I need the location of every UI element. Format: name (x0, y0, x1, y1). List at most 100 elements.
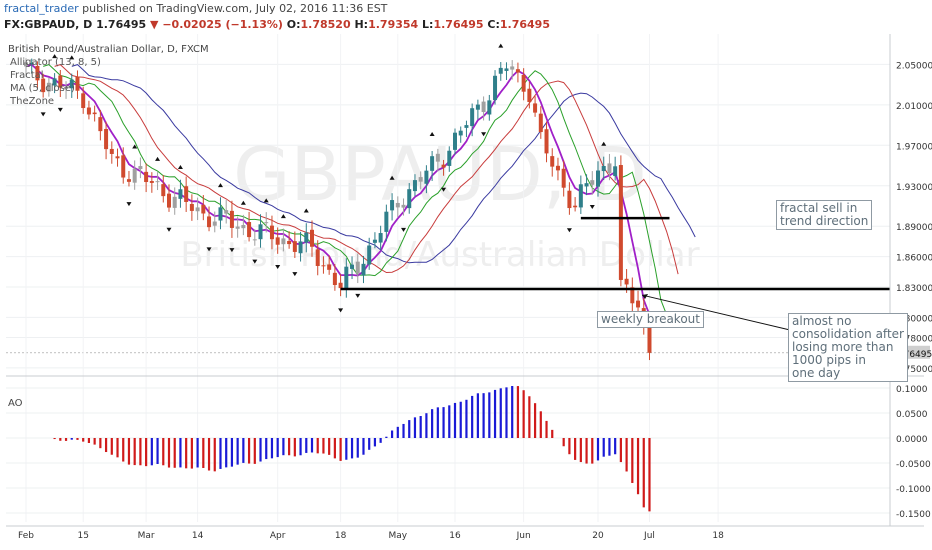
candle-body (304, 232, 309, 243)
price-tick-label: 1.86000 (896, 254, 932, 264)
fractal-up-marker (177, 165, 183, 170)
time-tick-label: Jul (643, 531, 655, 541)
candle-body (521, 75, 526, 92)
candle-body (355, 261, 360, 274)
candle-body (544, 129, 549, 154)
ma-line (25, 63, 651, 316)
fractal-down-marker (338, 308, 344, 313)
candle-body (601, 165, 606, 172)
candle-body (447, 150, 452, 166)
candle-body (315, 249, 320, 266)
candle-body (172, 196, 177, 208)
time-tick-label: 18 (712, 531, 724, 541)
ao-tick-label: -0.1000 (896, 485, 931, 495)
candle-body (298, 241, 303, 254)
quote-line: FX:GBPAUD, D 1.76495 ▼ −0.02025 (−1.13%)… (4, 18, 550, 31)
candle-body (98, 117, 103, 132)
price-tick-label: 1.75000 (896, 365, 932, 375)
indicator-ma[interactable]: MA (5, close) (10, 83, 75, 94)
candle-body (184, 186, 189, 202)
time-tick-label: Apr (270, 531, 286, 541)
candle-body (104, 128, 109, 150)
candle-body (561, 168, 566, 188)
indicator-thezone[interactable]: TheZone (10, 96, 55, 107)
annotation-consolidation: almost no consolidation after losing mor… (788, 313, 908, 382)
candle-body (344, 266, 349, 289)
candle-body (636, 300, 641, 308)
ao-tick-label: -0.0500 (896, 460, 931, 470)
candle-body (584, 183, 589, 187)
indicator-fractal[interactable]: Fractal (10, 70, 44, 81)
price-tick-label: 1.78000 (896, 335, 932, 345)
publish-line: fractal_trader published on TradingView.… (4, 2, 387, 15)
annotation-weekly-breakout: weekly breakout (597, 311, 704, 328)
time-tick-label: 15 (77, 531, 88, 541)
ao-tick-label: 0.0500 (896, 410, 928, 420)
candle-body (338, 282, 343, 289)
candle-body (378, 233, 383, 243)
alligator-teeth-line (54, 64, 679, 275)
candle-body (109, 148, 114, 154)
arrow-shaft (641, 294, 791, 331)
candles (24, 58, 652, 361)
candle-body (64, 86, 69, 89)
price-tick-label: 1.89000 (896, 223, 932, 233)
candle-body (453, 132, 457, 150)
candle-body (395, 202, 400, 208)
candle-body (69, 79, 74, 89)
candle-body (195, 207, 200, 212)
author-link[interactable]: fractal_trader (4, 2, 79, 15)
candle-body (390, 200, 395, 211)
fractal-up-marker (69, 55, 75, 60)
time-tick-label: Feb (18, 531, 34, 541)
ao-tick-label: 0.1000 (896, 385, 928, 395)
candle-body (384, 211, 389, 232)
candle-body (493, 75, 498, 101)
candle-body (201, 204, 206, 214)
candle-body (269, 225, 274, 240)
candle-body (81, 93, 86, 109)
candle-body (407, 189, 412, 209)
candle-body (24, 62, 28, 67)
candle-body (504, 68, 509, 71)
candle-body (555, 165, 560, 171)
candle-body (138, 166, 143, 170)
indicator-alligator[interactable]: Alligator (13, 8, 5) (10, 57, 101, 68)
symbol-label: FX:GBPAUD, D (4, 18, 93, 31)
time-tick-label: Mar (138, 531, 155, 541)
candle-body (550, 156, 555, 167)
candle-body (229, 210, 234, 228)
candle-body (264, 222, 269, 224)
candle-body (275, 237, 280, 245)
grid (6, 34, 890, 522)
candle-body (361, 263, 366, 276)
last-price-tag-label: 1.76495 (895, 350, 932, 360)
candle-body (321, 265, 326, 267)
candle-body (327, 264, 332, 270)
candle-body (52, 78, 57, 86)
watermark-name: British Pound/Australian Dollar (180, 235, 699, 275)
time-tick-label: Jun (516, 531, 531, 541)
candle-body (527, 88, 532, 102)
fractal-up-marker (155, 156, 161, 161)
candle-body (350, 264, 355, 269)
candle-body (487, 100, 492, 115)
time-tick-label: May (388, 531, 407, 541)
candle-body (155, 181, 160, 183)
candle-body (241, 225, 246, 229)
indicator-lines (25, 63, 696, 316)
candle-body (75, 76, 80, 91)
candle-body (458, 130, 463, 136)
ao-title: AO (8, 398, 23, 409)
ao-tick-label: -0.1500 (896, 510, 931, 520)
fractal-down-marker (126, 202, 132, 207)
candle-body (281, 238, 286, 245)
candle-body (86, 107, 91, 115)
candle-body (218, 207, 223, 221)
candle-body (498, 67, 503, 74)
fractal-up-marker (263, 198, 269, 203)
chart-canvas[interactable]: GBPAUD, D British Pound/Australian Dolla… (0, 34, 932, 550)
candle-body (29, 62, 34, 65)
candle-body (189, 203, 194, 211)
candle-body (533, 103, 538, 113)
